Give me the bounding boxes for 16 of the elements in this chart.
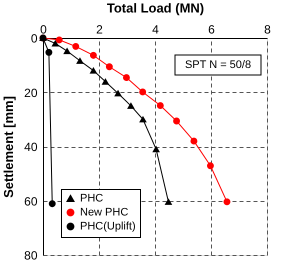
- x-tick-label: 8: [264, 22, 272, 36]
- x-tick-label: 2: [96, 22, 104, 36]
- legend-label: PHC(Uplift): [80, 220, 136, 232]
- annotation: SPT N = 50/8: [184, 59, 252, 71]
- legend-label: New PHC: [80, 206, 128, 218]
- y-tick-label: 20: [24, 86, 38, 100]
- x-tick-label: 0: [40, 22, 48, 36]
- x-tick-label: 6: [208, 22, 216, 36]
- y-tick-label: 60: [24, 194, 38, 208]
- x-axis-title: Total Load (MN): [106, 0, 204, 16]
- y-tick-label: 0: [30, 32, 38, 46]
- legend-label: PHC: [80, 192, 104, 204]
- y-axis-title: Settlement [mm]: [1, 96, 16, 198]
- y-tick-label: 80: [24, 248, 38, 262]
- y-tick-label: 40: [24, 140, 38, 154]
- x-tick-label: 4: [152, 22, 160, 36]
